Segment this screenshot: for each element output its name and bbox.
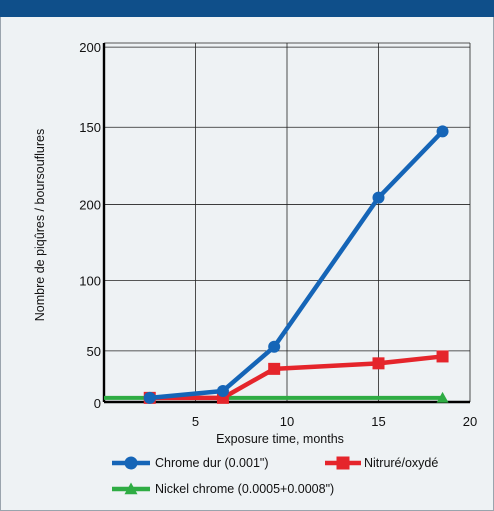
- point-0-4: [436, 125, 449, 138]
- tick-labels: 5101520050100200150200250: [79, 40, 477, 429]
- legend-swatch-marker-1: [336, 456, 350, 470]
- y-tick-label-5: 200: [79, 40, 101, 55]
- point-0-3: [372, 191, 385, 204]
- legend: Chrome dur (0.001") Nitruré/oxydé Nickel c…: [112, 456, 438, 496]
- grid: [104, 42, 471, 402]
- legend-label-1: Nitruré/oxydé: [364, 456, 438, 470]
- y-axis-title: Nombre de piqûres / boursouflures: [33, 129, 47, 321]
- point-1-4: [436, 350, 449, 363]
- legend-label-0: Chrome dur (0.001"): [155, 456, 269, 470]
- y-tick-label-3: 200: [79, 198, 101, 213]
- point-0-1: [216, 384, 229, 397]
- x-tick-label-5: 5: [192, 414, 199, 429]
- series-0: [143, 125, 449, 404]
- legend-swatch-marker-2: [124, 482, 138, 495]
- legend-item-2: Nickel chrome (0.0005+0.0008"): [112, 482, 334, 496]
- legend-item-1: Nitruré/oxydé: [325, 456, 438, 470]
- y-tick-label-1: 50: [87, 344, 101, 359]
- point-2-5: [436, 391, 449, 403]
- header-band: [0, 0, 494, 17]
- point-1-3: [372, 357, 385, 370]
- point-1-2: [268, 362, 281, 375]
- point-0-0: [143, 391, 156, 404]
- x-tick-label-10: 10: [280, 414, 294, 429]
- y-tick-label-0: 0: [94, 396, 101, 411]
- legend-swatch-marker-0: [124, 456, 138, 470]
- legend-label-2: Nickel chrome (0.0005+0.0008"): [155, 482, 334, 496]
- x-axis-title: Exposure time, months: [216, 432, 344, 446]
- series-layer: [104, 125, 449, 404]
- point-0-2: [268, 340, 281, 353]
- legend-item-0: Chrome dur (0.001"): [112, 456, 269, 470]
- x-tick-label-20: 20: [463, 414, 477, 429]
- series-2: [104, 391, 449, 403]
- axes: [102, 43, 470, 404]
- y-tick-label-4: 150: [79, 120, 101, 135]
- series-line-0: [149, 129, 445, 401]
- y-tick-label-2: 100: [79, 273, 101, 288]
- x-tick-label-15: 15: [371, 414, 385, 429]
